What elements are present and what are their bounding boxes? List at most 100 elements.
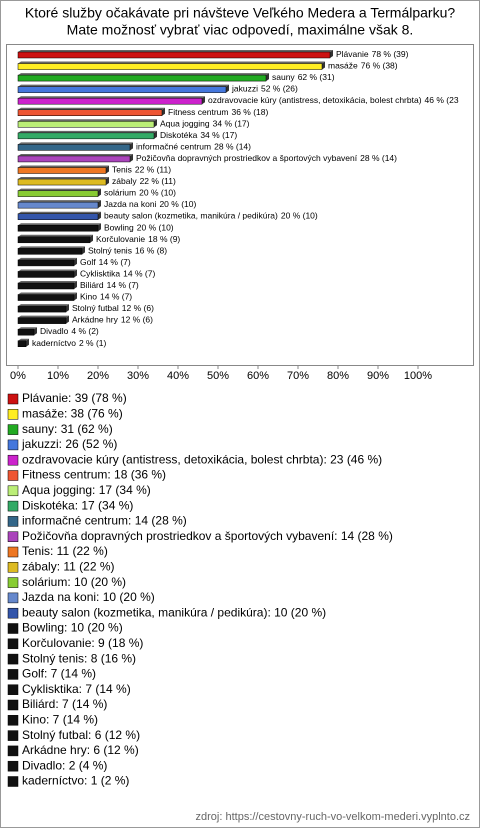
value-label: 12 % (6) xyxy=(122,303,154,313)
legend-swatch xyxy=(7,531,19,542)
x-tick-label: 40% xyxy=(167,370,189,382)
bar-label: masáže 76 % (38) xyxy=(328,61,398,71)
bar-top xyxy=(18,281,77,283)
value-label: 20 % (10) xyxy=(137,223,174,233)
value-label: 28 % (14) xyxy=(214,142,251,152)
value-label: 46 % (23 xyxy=(425,95,459,105)
legend-label: Golf: 7 (14 %) xyxy=(22,667,96,681)
legend-swatch xyxy=(7,577,19,588)
x-tick-label: 70% xyxy=(287,370,309,382)
category-label: Aqua jogging xyxy=(160,119,210,129)
bar-side xyxy=(130,153,133,162)
category-label: zábaly xyxy=(112,176,137,186)
legend-label: Diskotéka: 17 (34 %) xyxy=(22,498,133,512)
category-label: Cyklisktika xyxy=(80,269,120,279)
legend-label: Bowling: 10 (20 %) xyxy=(22,621,123,635)
bar-side xyxy=(34,327,37,336)
x-tick-label: 50% xyxy=(207,370,229,382)
bar-top xyxy=(18,327,37,330)
category-label: Stolný futbal xyxy=(72,303,119,313)
category-label: Tenis xyxy=(112,165,132,175)
legend-label: Arkádne hry: 6 (12 %) xyxy=(22,743,139,757)
bar-label: Bowling 20 % (10) xyxy=(104,223,174,233)
bar-top xyxy=(18,315,69,318)
bar-label: zábaly 22 % (11) xyxy=(112,176,176,186)
bar-side xyxy=(90,234,93,243)
legend-label: Tenis: 11 (22 %) xyxy=(22,544,108,558)
bar-side xyxy=(266,73,269,82)
legend-label: Divadlo: 2 (4 %) xyxy=(22,758,107,772)
legend-swatch xyxy=(7,470,19,481)
legend-swatch xyxy=(7,745,19,757)
category-label: Golf xyxy=(80,257,96,267)
x-tick-label: 100% xyxy=(404,370,432,382)
legend-label: sauny: 31 (62 %) xyxy=(22,422,113,436)
bar-label: Cyklisktika 14 % (7) xyxy=(80,269,155,279)
x-tick-label: 90% xyxy=(367,370,389,382)
value-label: 16 % (8) xyxy=(135,246,167,256)
bar xyxy=(17,259,75,267)
bar-side xyxy=(130,142,133,151)
legend-label: informačné centrum: 14 (28 %) xyxy=(22,514,187,528)
bar-side xyxy=(98,211,101,220)
legend-swatch xyxy=(7,776,19,787)
bar-label: Diskotéka 34 % (17) xyxy=(160,130,237,140)
legend-label: zábaly: 11 (22 %) xyxy=(22,559,115,573)
bar-side xyxy=(74,281,77,289)
legend-label: masáže: 38 (76 %) xyxy=(22,406,123,420)
legend-label: Korčulovanie: 9 (18 %) xyxy=(22,636,143,650)
bar-side xyxy=(322,61,325,70)
bar-top xyxy=(18,96,205,99)
bar xyxy=(17,63,323,70)
bar-label: solárium 20 % (10) xyxy=(104,188,176,198)
legend-label: Požičovňa dopravných prostriedkov a špor… xyxy=(22,529,393,543)
bars: Plávanie 78 % (39)masáže 76 % (38)sauny 62 … xyxy=(17,49,459,348)
category-label: sauny xyxy=(272,72,295,82)
bar-side xyxy=(66,304,69,313)
category-label: Bowling xyxy=(104,223,134,233)
value-label: 34 % (17) xyxy=(200,130,237,140)
bar-side xyxy=(74,292,77,301)
legend-swatch xyxy=(7,409,19,420)
bar-top xyxy=(18,234,93,237)
category-label: Stolný tenis xyxy=(88,246,132,256)
bar xyxy=(17,340,27,347)
value-label: 2 % (1) xyxy=(79,338,107,348)
category-label: Korčulovanie xyxy=(96,234,145,244)
bar xyxy=(17,271,75,278)
legend-swatch xyxy=(7,393,19,405)
x-tick-label: 20% xyxy=(87,370,109,382)
category-label: solárium xyxy=(104,188,136,198)
category-label: kaderníctvo xyxy=(32,338,76,348)
legend-label: beauty salon (kozmetika, manikúra / pedi… xyxy=(22,605,326,619)
bar-side xyxy=(226,84,229,93)
category-label: masáže xyxy=(328,61,358,71)
bar-top xyxy=(18,61,325,64)
bar-side xyxy=(330,50,333,58)
value-label: 14 % (7) xyxy=(107,280,139,290)
bar-side xyxy=(74,269,77,278)
category-label: jakuzzi xyxy=(231,84,258,94)
bar-top xyxy=(18,188,101,191)
value-label: 36 % (18) xyxy=(231,107,268,117)
category-label: ozdravovacie kúry (antistress, detoxikác… xyxy=(208,95,422,105)
value-label: 14 % (7) xyxy=(123,269,155,279)
legend-label: Biliárd: 7 (14 %) xyxy=(22,697,107,711)
legend-label: Plávanie: 39 (78 %) xyxy=(22,391,127,405)
legend-label: Jazda na koni: 10 (20 %) xyxy=(22,590,155,604)
bar-label: ozdravovacie kúry (antistress, detoxikác… xyxy=(208,95,459,105)
value-label: 14 % (7) xyxy=(99,257,131,267)
legend-label: Stolný tenis: 8 (16 %) xyxy=(22,651,136,665)
bar xyxy=(17,178,107,186)
category-label: Kino xyxy=(80,292,97,302)
value-label: 62 % (31) xyxy=(298,72,335,82)
legend-swatch xyxy=(7,638,19,650)
bar xyxy=(17,51,331,59)
legend-swatch xyxy=(7,760,19,772)
bar-top xyxy=(18,269,77,272)
x-tick-label: 0% xyxy=(10,370,26,382)
bar-label: Tenis 22 % (11) xyxy=(112,165,171,175)
category-label: Požičovňa dopravných prostriedkov a špor… xyxy=(136,153,358,163)
bar xyxy=(17,317,67,324)
